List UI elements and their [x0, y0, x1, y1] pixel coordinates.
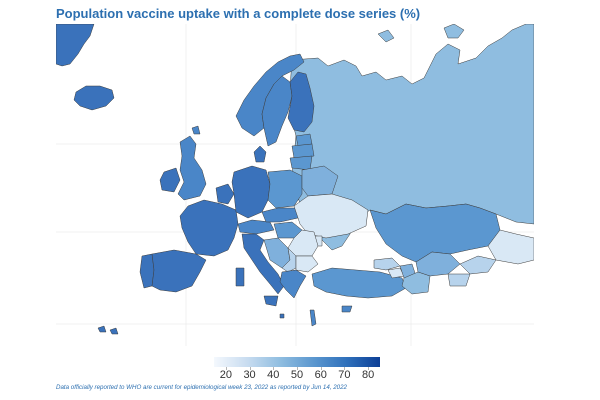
region-canary-islands[interactable] — [97, 325, 107, 333]
region-portugal[interactable] — [139, 253, 155, 289]
scale-tick-label: 30 — [243, 369, 256, 381]
region-czechia-slovakia[interactable] — [261, 207, 299, 223]
region-canary-islands[interactable] — [109, 327, 119, 335]
region-iceland[interactable] — [73, 85, 115, 111]
region-germany[interactable] — [231, 165, 271, 219]
region-spain[interactable] — [151, 249, 207, 293]
scale-tick — [344, 367, 346, 370]
region-ireland[interactable] — [159, 167, 181, 193]
scale-tick-label: 40 — [267, 369, 280, 381]
scale-tick — [249, 367, 251, 370]
region-arctic-islands[interactable] — [377, 29, 395, 43]
region-turkey[interactable] — [311, 267, 407, 299]
color-scale-labels: 20 30 40 50 60 70 80 — [204, 369, 394, 383]
region-tajikistan[interactable] — [447, 273, 471, 287]
scale-tick — [320, 367, 322, 370]
region-latvia[interactable] — [291, 143, 315, 159]
region-bulgaria[interactable] — [295, 255, 319, 273]
choropleth-map — [56, 24, 534, 346]
region-kyrgyzstan[interactable] — [459, 255, 497, 275]
scale-tick-label: 50 — [290, 369, 304, 381]
map-title: Population vaccine uptake with a complet… — [56, 6, 421, 21]
region-georgia[interactable] — [373, 257, 401, 271]
region-austria[interactable] — [237, 219, 275, 235]
region-malta[interactable] — [279, 313, 285, 319]
region-denmark[interactable] — [253, 145, 267, 163]
region-finland[interactable] — [287, 71, 315, 133]
region-israel[interactable] — [309, 309, 317, 327]
region-east[interactable] — [487, 229, 534, 265]
region-sicily[interactable] — [263, 295, 279, 307]
color-scale-ticks — [214, 367, 380, 371]
region-greenland[interactable] — [56, 24, 95, 67]
scale-tick — [225, 367, 227, 370]
region-benelux[interactable] — [215, 183, 235, 205]
region-cyprus[interactable] — [341, 305, 353, 313]
region-svalbard[interactable] — [191, 125, 201, 135]
region-lithuania[interactable] — [289, 155, 313, 171]
scale-tick-label: 20 — [219, 369, 232, 381]
region-greece[interactable] — [279, 269, 307, 299]
source-note: Data officially reported to WHO are curr… — [56, 384, 347, 391]
scale-tick — [273, 367, 275, 370]
region-arctic-islands[interactable] — [443, 24, 465, 39]
region-united-kingdom[interactable] — [177, 135, 207, 201]
scale-tick — [297, 367, 298, 370]
region-turkmenistan[interactable] — [401, 271, 431, 295]
region-poland[interactable] — [267, 169, 303, 209]
scale-tick-label: 60 — [314, 369, 327, 381]
scale-tick-label: 70 — [338, 369, 351, 381]
region-france[interactable] — [179, 199, 239, 257]
scale-tick — [368, 367, 370, 370]
color-scale-bar — [214, 357, 380, 367]
scale-tick-label: 80 — [362, 369, 375, 381]
region-sardinia[interactable] — [235, 267, 245, 287]
